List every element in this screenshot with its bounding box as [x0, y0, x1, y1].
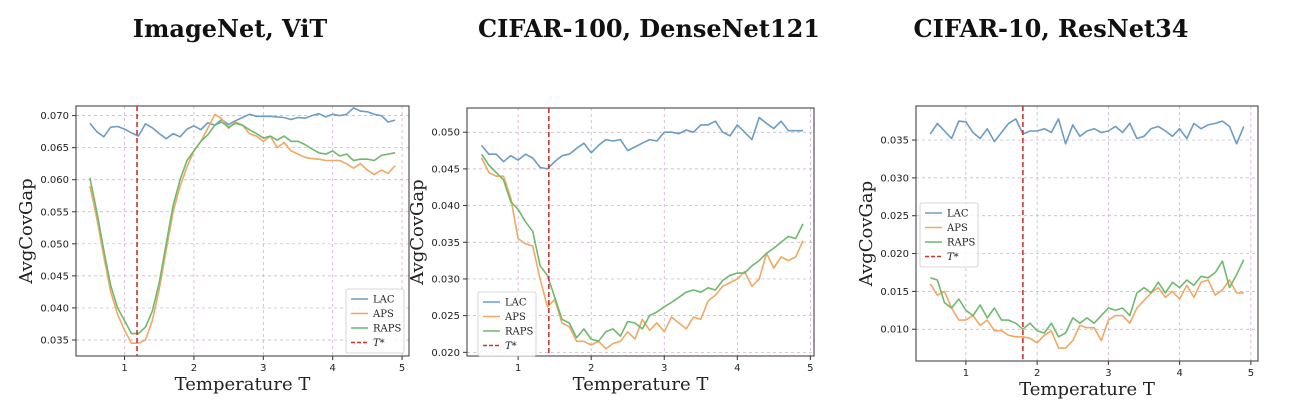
- series-line-lac: [89, 107, 396, 140]
- y-tick-label: 0.040: [40, 303, 69, 314]
- legend-box: [477, 291, 537, 357]
- legend-label: APS: [504, 312, 526, 323]
- plot-frame: [75, 105, 410, 357]
- y-tick-label: 0.020: [880, 249, 909, 260]
- x-tick-label: 2: [588, 363, 594, 374]
- y-tick-label: 0.020: [431, 348, 460, 359]
- y-tick-label: 0.035: [431, 238, 460, 249]
- y-axis-label: AvgCovGap: [856, 181, 877, 287]
- series-line-lac: [480, 116, 803, 170]
- legend-label: RAPS: [505, 327, 533, 338]
- legend: LAC APS RAPS T*: [477, 291, 537, 357]
- legend: LAC APS RAPS T*: [919, 202, 979, 268]
- y-tick-label: 0.030: [431, 274, 460, 285]
- y-tick-label: 0.045: [40, 271, 69, 282]
- legend-label: APS: [372, 309, 394, 320]
- y-tick-label: 0.035: [40, 335, 69, 346]
- legend-label: T*: [373, 338, 385, 349]
- legend: LAC APS RAPS T*: [345, 288, 405, 354]
- x-tick-label: 1: [121, 363, 127, 374]
- panel-title-cifar10: CIFAR-10, ResNet34: [913, 14, 1189, 43]
- y-tick-label: 0.055: [40, 207, 69, 218]
- y-tick-label: 0.030: [880, 173, 909, 184]
- x-axis-label: Temperature T: [175, 374, 311, 395]
- x-tick-label: 3: [260, 363, 266, 374]
- x-tick-label: 5: [1248, 368, 1254, 379]
- x-tick-label: 5: [807, 363, 813, 374]
- x-tick-label: 1: [515, 363, 521, 374]
- chart-panel-1: 1 2 3 4 5 0.020 0.025 0.030 0.035 0.040 0.045 0.050…: [407, 107, 815, 395]
- series-line-raps: [930, 259, 1245, 338]
- series-line-raps: [89, 121, 396, 335]
- x-tick-label: 3: [1105, 368, 1111, 379]
- legend-box: [345, 288, 405, 354]
- legend-label: RAPS: [947, 238, 975, 249]
- y-tick-label: 0.065: [40, 143, 69, 154]
- legend-label: APS: [946, 223, 968, 234]
- y-tick-label: 0.040: [431, 201, 460, 212]
- legend-label: LAC: [947, 209, 969, 220]
- y-tick-label: 0.025: [880, 211, 909, 222]
- series-line-lac: [929, 118, 1245, 145]
- plot-frame: [466, 107, 815, 357]
- y-axis-label: AvgCovGap: [407, 179, 428, 285]
- y-tick-label: 0.070: [40, 111, 69, 122]
- x-tick-label: 2: [191, 363, 197, 374]
- legend-label: RAPS: [373, 324, 401, 335]
- panel-title-imagenet: ImageNet, ViT: [132, 14, 328, 43]
- y-tick-label: 0.015: [880, 287, 909, 298]
- y-tick-label: 0.060: [40, 175, 69, 186]
- y-tick-label: 0.045: [431, 164, 460, 175]
- chart-panel-2: 1 2 3 4 5 0.010 0.015 0.020 0.025 0.030 0.035 Tempe…: [856, 105, 1259, 400]
- panel-title-cifar100: CIFAR-100, DenseNet121: [478, 14, 820, 43]
- plot-frame: [915, 105, 1259, 362]
- y-axis-label: AvgCovGap: [16, 178, 37, 284]
- y-tick-label: 0.025: [431, 311, 460, 322]
- legend-box: [919, 202, 979, 268]
- x-tick-label: 1: [963, 368, 969, 379]
- legend-label: T*: [505, 341, 517, 352]
- series-line-aps: [929, 279, 1244, 349]
- series-line-raps: [480, 153, 804, 343]
- y-tick-label: 0.035: [880, 136, 909, 147]
- legend-label: LAC: [505, 298, 527, 309]
- y-tick-label: 0.010: [880, 325, 909, 336]
- x-tick-label: 2: [1034, 368, 1040, 379]
- y-tick-label: 0.050: [431, 128, 460, 139]
- x-tick-label: 5: [399, 363, 405, 374]
- x-axis-label: Temperature T: [1019, 379, 1155, 400]
- legend-label: T*: [947, 252, 959, 263]
- x-tick-label: 4: [330, 363, 336, 374]
- series-line-aps: [480, 157, 804, 350]
- x-tick-label: 4: [734, 363, 740, 374]
- legend-label: LAC: [373, 295, 395, 306]
- chart-panel-0: 1 2 3 4 5 0.035 0.040 0.045 0.050 0.055 0.060 0.065…: [16, 105, 410, 395]
- x-axis-label: Temperature T: [573, 374, 709, 395]
- x-tick-label: 3: [661, 363, 667, 374]
- x-tick-label: 4: [1176, 368, 1182, 379]
- y-tick-label: 0.050: [40, 239, 69, 250]
